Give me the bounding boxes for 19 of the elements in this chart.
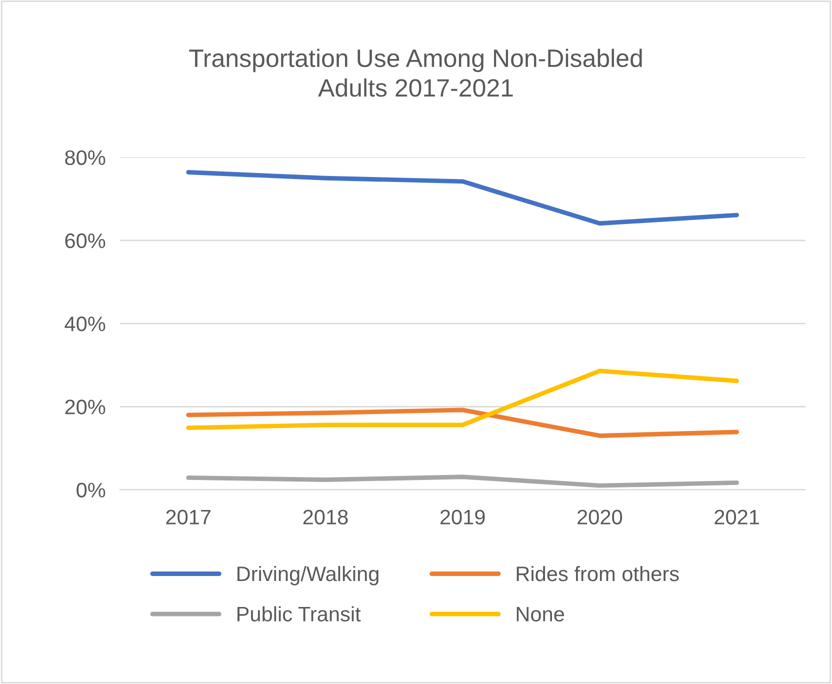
- line-series: [186, 368, 740, 430]
- y-tick-label: 0%: [76, 482, 106, 498]
- chart-title: Transportation Use Among Non-Disabled Adults 2017-2021: [189, 48, 642, 97]
- y-tick-label: 60%: [65, 233, 106, 248]
- x-tick-label: 2021: [714, 510, 759, 524]
- legend-label: Driving/Walking: [238, 566, 378, 586]
- x-tick-label: 2018: [303, 510, 348, 524]
- line-series: [186, 474, 740, 488]
- line-series: [186, 408, 740, 438]
- line-series: [186, 170, 740, 226]
- x-tick-label: 2019: [440, 510, 485, 524]
- legend-label: None: [516, 606, 564, 622]
- y-tick-label: 80%: [65, 150, 106, 166]
- legend-label: Public Transit: [238, 606, 361, 622]
- x-tick-label: 2017: [166, 510, 210, 524]
- y-tick-label: 20%: [65, 400, 106, 414]
- legend-label: Rides from others: [516, 566, 679, 582]
- x-tick-label: 2020: [578, 510, 622, 524]
- y-tick-label: 40%: [64, 316, 106, 332]
